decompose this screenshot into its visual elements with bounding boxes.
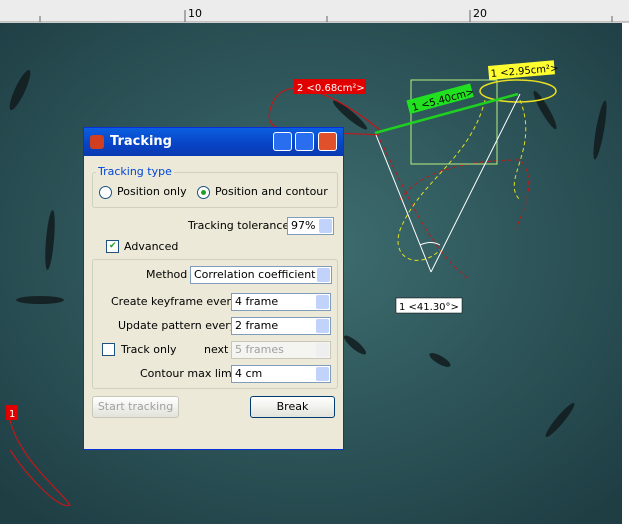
contour-input[interactable]: 4 cm bbox=[231, 365, 331, 383]
radio-label[interactable]: Position and contour bbox=[215, 185, 328, 198]
radio[interactable] bbox=[197, 186, 210, 199]
tolerance-input[interactable]: 97% bbox=[287, 217, 334, 235]
field-label: Update pattern every bbox=[118, 319, 237, 332]
app-icon bbox=[90, 135, 104, 149]
id-label: 1 bbox=[9, 409, 15, 420]
field-label: next bbox=[204, 343, 229, 356]
minimize-button[interactable] bbox=[273, 132, 292, 151]
field-value: Correlation coefficient bbox=[194, 268, 316, 281]
field-label: Tracking tolerance bbox=[188, 219, 290, 232]
group-legend: Tracking type bbox=[96, 165, 174, 178]
field-label: Method bbox=[146, 268, 188, 281]
radio[interactable] bbox=[99, 186, 112, 199]
field-value: 2 frame bbox=[235, 319, 279, 332]
pattern-input[interactable]: 2 frame bbox=[231, 317, 331, 335]
checkbox-label[interactable]: Track only bbox=[121, 343, 177, 356]
ruler-ticks bbox=[39, 10, 613, 22]
break-button[interactable]: Break bbox=[250, 396, 335, 418]
angle-label: 1 <41.30°> bbox=[399, 302, 459, 313]
field-value: 5 frames bbox=[235, 343, 284, 356]
tracking-dialog: Tracking Tracking type Position only Pos… bbox=[83, 127, 344, 450]
next-input: 5 frames bbox=[231, 341, 331, 359]
field-value: 97% bbox=[291, 219, 316, 232]
method-select[interactable]: Correlation coefficient bbox=[190, 266, 332, 284]
field-label: Contour max limit bbox=[140, 367, 240, 380]
close-button[interactable] bbox=[318, 132, 337, 151]
field-value: 4 cm bbox=[235, 367, 263, 380]
field-value: 4 frame bbox=[235, 295, 279, 308]
checkbox-label[interactable]: Advanced bbox=[124, 240, 179, 253]
group-box bbox=[92, 172, 338, 208]
start-button: Start tracking bbox=[92, 396, 179, 418]
radio-label[interactable]: Position only bbox=[117, 185, 187, 198]
title-bar: Tracking bbox=[84, 128, 343, 156]
keyframe-input[interactable]: 4 frame bbox=[231, 293, 331, 311]
maximize-button[interactable] bbox=[295, 132, 314, 151]
dialog-title: Tracking bbox=[110, 134, 172, 149]
group-box bbox=[92, 259, 338, 389]
field-label: Create keyframe every bbox=[111, 295, 238, 308]
ruler-label: 10 bbox=[188, 7, 202, 20]
checkbox[interactable]: ✔ bbox=[106, 240, 119, 253]
checkbox[interactable] bbox=[102, 343, 115, 356]
ruler bbox=[0, 0, 629, 22]
ruler-label: 20 bbox=[473, 7, 487, 20]
area-label: 2 <0.68cm²> bbox=[297, 83, 365, 94]
